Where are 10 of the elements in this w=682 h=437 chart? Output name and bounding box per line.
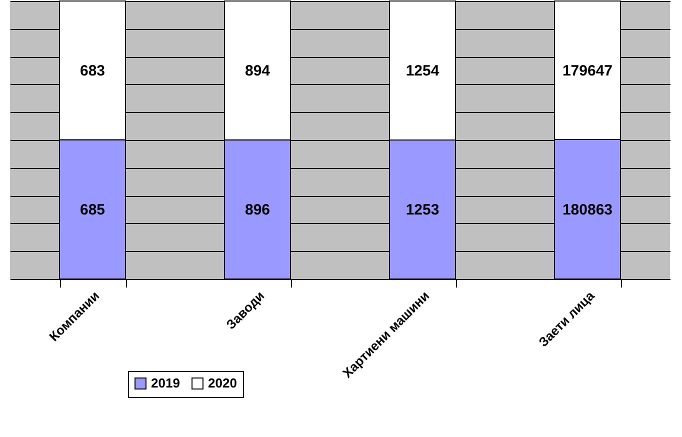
annotation: 685 [80, 201, 106, 218]
legend-label: 2020 [208, 376, 237, 391]
annotation: 1253 [406, 202, 440, 219]
annotation: 896 [244, 201, 270, 218]
annotation: 180863 [562, 201, 613, 218]
legend-label: 2019 [151, 376, 180, 391]
annotation: 179647 [562, 62, 613, 80]
annotation: 683 [80, 62, 106, 80]
annotation: 1254 [406, 62, 440, 80]
annotation: 894 [244, 62, 271, 80]
